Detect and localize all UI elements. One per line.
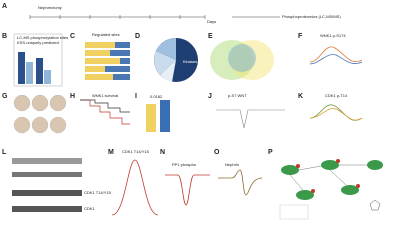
curve — [218, 169, 263, 196]
panel-title: Regulated sites — [92, 32, 120, 37]
panel-letter: P — [268, 149, 273, 156]
curve — [309, 46, 363, 63]
p-value: 0.0182 — [150, 94, 163, 99]
panel-letter: I — [135, 93, 137, 100]
timeline-end: Phosphoproteomics (LC-MS/MS) — [282, 14, 341, 19]
curve — [309, 108, 363, 121]
panel-letter: B — [2, 33, 7, 40]
bar — [160, 100, 170, 132]
panel-letter: D — [135, 33, 140, 40]
panel-title: WNK1 survival — [92, 93, 118, 98]
curve — [165, 174, 210, 206]
panel-letter: N — [160, 149, 165, 156]
venn — [210, 40, 274, 80]
panel-title: PP1 phospho — [172, 162, 197, 167]
panel-title: CDK1 T14/Y15 — [122, 149, 150, 154]
panel-letter: E — [208, 33, 213, 40]
panel-letter: M — [108, 149, 114, 156]
bars — [18, 52, 51, 84]
panel-title: CDK1 p-T14 — [325, 93, 348, 98]
legend-entry: LC-MS phosphorylation sites — [17, 35, 68, 40]
pie — [154, 38, 198, 82]
bar — [146, 104, 156, 132]
pie-label: Kinases — [183, 59, 197, 64]
timeline-unit: Days — [207, 19, 216, 24]
panel-title: Nephrin — [225, 162, 239, 167]
panel-title: p-S7 WNT — [228, 93, 247, 98]
panel-letter: F — [298, 33, 303, 40]
curve — [80, 99, 130, 113]
curve — [216, 109, 285, 129]
pathway-diagram — [279, 159, 383, 220]
figure: Nephrectomy Days Phosphoproteomics (LC-M… — [2, 3, 383, 220]
curve — [111, 159, 159, 216]
panel-letter: J — [208, 93, 212, 100]
panel-frame — [13, 33, 63, 87]
curve — [309, 104, 363, 121]
panel-letter: C — [70, 33, 75, 40]
timeline-ticks — [29, 15, 206, 19]
blot — [12, 158, 82, 212]
panel-letter: K — [298, 93, 303, 100]
timeline-start: Nephrectomy — [38, 5, 62, 10]
blot-label: CDK1 T14/Y15 — [84, 190, 112, 195]
legend-entry: KSS-uniquely predicted — [17, 40, 59, 45]
panel-letter: A — [2, 3, 7, 10]
stacked-bars — [85, 42, 130, 80]
panel-title: WNK1 p-S174 — [320, 33, 346, 38]
panel-letter: O — [214, 149, 220, 156]
curve — [80, 99, 130, 125]
panel-letter: L — [2, 149, 7, 156]
panel-letter: G — [2, 93, 8, 100]
tissue-images — [13, 94, 67, 134]
blot-label: CDK1 — [84, 206, 95, 211]
panel-letter: H — [70, 93, 75, 100]
curve — [309, 54, 363, 65]
